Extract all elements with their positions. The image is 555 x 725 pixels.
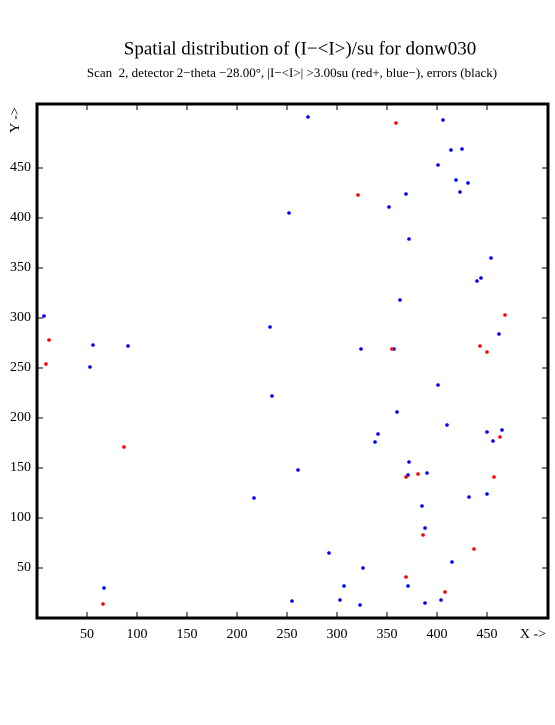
- data-point: [390, 347, 394, 351]
- x-axis-label: X ->: [520, 627, 546, 642]
- data-point: [395, 410, 399, 414]
- x-tick-label: 250: [277, 627, 298, 642]
- data-point: [342, 584, 346, 588]
- data-point: [47, 338, 51, 342]
- data-point: [122, 445, 126, 449]
- data-point: [436, 383, 440, 387]
- data-point: [407, 460, 411, 464]
- data-point: [489, 256, 493, 260]
- data-point: [421, 533, 425, 537]
- data-point: [361, 566, 365, 570]
- data-point: [287, 211, 291, 215]
- data-point: [500, 428, 504, 432]
- x-tick-label: 50: [80, 627, 94, 642]
- data-point: [404, 475, 408, 479]
- y-tick-label: 450: [10, 160, 31, 175]
- y-tick-label: 250: [10, 360, 31, 375]
- data-point: [416, 472, 420, 476]
- chart-subtitle: Scan 2, detector 2−theta −28.00°, |I−<I>…: [87, 65, 497, 80]
- x-tick-label: 200: [227, 627, 248, 642]
- data-point: [423, 601, 427, 605]
- data-point: [356, 193, 360, 197]
- x-tick-label: 300: [327, 627, 348, 642]
- data-point: [450, 560, 454, 564]
- data-point: [454, 178, 458, 182]
- data-point: [252, 496, 256, 500]
- data-point: [467, 495, 471, 499]
- y-axis-label: Y ->: [8, 107, 23, 133]
- chart-title: Spatial distribution of (I−<I>)/su for d…: [124, 38, 476, 59]
- x-tick-label: 400: [427, 627, 448, 642]
- data-point: [42, 314, 46, 318]
- data-point: [458, 190, 462, 194]
- data-point: [359, 347, 363, 351]
- data-point: [485, 350, 489, 354]
- y-tick-label: 150: [10, 460, 31, 475]
- y-tick-label: 350: [10, 260, 31, 275]
- data-point: [406, 584, 410, 588]
- data-point: [358, 603, 362, 607]
- plot-frame: [35, 102, 550, 620]
- data-point: [498, 435, 502, 439]
- data-point: [398, 298, 402, 302]
- x-tick-label: 350: [377, 627, 398, 642]
- data-point: [296, 468, 300, 472]
- data-point: [44, 362, 48, 366]
- data-point: [479, 276, 483, 280]
- x-tick-label: 150: [177, 627, 198, 642]
- data-point: [472, 547, 476, 551]
- data-point: [449, 148, 453, 152]
- data-point: [290, 599, 294, 603]
- data-point: [126, 344, 130, 348]
- data-point: [306, 115, 310, 119]
- data-point: [270, 394, 274, 398]
- data-point: [387, 205, 391, 209]
- x-tick-label: 100: [127, 627, 148, 642]
- data-point: [425, 471, 429, 475]
- data-point: [475, 279, 479, 283]
- data-point: [407, 237, 411, 241]
- data-point: [420, 504, 424, 508]
- data-point: [445, 423, 449, 427]
- data-point: [460, 147, 464, 151]
- y-tick-label: 100: [10, 510, 31, 525]
- data-point: [492, 475, 496, 479]
- data-point: [423, 526, 427, 530]
- data-point: [101, 602, 105, 606]
- y-tick-label: 50: [17, 560, 31, 575]
- data-point: [102, 586, 106, 590]
- data-point: [373, 440, 377, 444]
- data-point: [491, 439, 495, 443]
- data-point: [439, 598, 443, 602]
- data-point: [376, 432, 380, 436]
- data-point: [443, 590, 447, 594]
- x-tick-label: 450: [477, 627, 498, 642]
- data-point: [485, 492, 489, 496]
- data-point: [436, 163, 440, 167]
- data-point: [466, 181, 470, 185]
- data-point: [394, 121, 398, 125]
- data-point: [268, 325, 272, 329]
- y-tick-label: 200: [10, 410, 31, 425]
- data-point: [404, 192, 408, 196]
- data-point: [478, 344, 482, 348]
- data-point: [497, 332, 501, 336]
- y-tick-label: 400: [10, 210, 31, 225]
- data-point: [485, 430, 489, 434]
- data-point: [503, 313, 507, 317]
- data-point: [338, 598, 342, 602]
- data-point: [404, 575, 408, 579]
- data-point: [441, 118, 445, 122]
- data-point: [91, 343, 95, 347]
- y-tick-label: 300: [10, 310, 31, 325]
- data-point: [88, 365, 92, 369]
- data-point: [327, 551, 331, 555]
